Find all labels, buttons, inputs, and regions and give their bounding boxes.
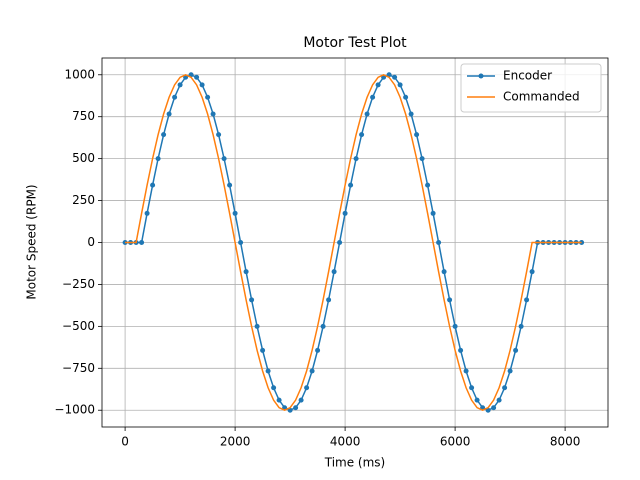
data-point — [441, 269, 447, 275]
x-tick-label: 2000 — [220, 435, 251, 449]
legend-marker — [478, 73, 484, 79]
y-tick-label: −1000 — [54, 403, 95, 417]
data-point — [254, 323, 260, 329]
data-point — [304, 385, 310, 391]
data-point — [331, 269, 337, 275]
data-point — [419, 156, 425, 162]
series-line — [125, 73, 582, 412]
data-point — [529, 269, 535, 275]
data-point — [452, 323, 458, 329]
data-point — [227, 182, 233, 188]
data-point — [238, 240, 244, 245]
y-tick-label: 500 — [72, 151, 95, 165]
data-point — [507, 368, 513, 374]
data-point — [408, 111, 414, 117]
chart-title: Motor Test Plot — [303, 35, 407, 51]
data-point — [392, 74, 398, 80]
data-point — [353, 156, 359, 162]
data-point — [221, 156, 227, 162]
y-axis-label: Motor Speed (RPM) — [25, 184, 39, 299]
data-point — [276, 397, 282, 403]
data-point — [326, 297, 332, 303]
data-point — [524, 297, 530, 303]
data-point — [139, 240, 145, 245]
data-point — [337, 240, 343, 245]
legend-box — [460, 63, 602, 113]
data-point — [271, 385, 277, 391]
data-point — [425, 182, 431, 188]
data-point — [177, 82, 183, 88]
data-point — [144, 210, 150, 216]
data-point — [414, 132, 420, 138]
data-point — [320, 323, 326, 329]
legend-label: Encoder — [503, 69, 552, 83]
data-point — [199, 82, 205, 88]
data-point — [491, 405, 497, 411]
data-point — [348, 182, 354, 188]
data-point — [359, 132, 365, 138]
data-point — [463, 368, 469, 374]
x-tick-label: 0 — [121, 435, 129, 449]
data-point — [397, 82, 403, 88]
data-point — [436, 240, 442, 245]
x-axis-label: Time (ms) — [324, 456, 386, 470]
legend-label: Commanded — [503, 90, 580, 104]
data-point — [518, 323, 524, 329]
y-tick-label: −250 — [62, 277, 95, 291]
y-tick-label: −750 — [62, 361, 95, 375]
data-point — [166, 111, 172, 117]
data-point — [342, 210, 348, 216]
data-point — [370, 94, 376, 100]
data-point — [315, 347, 321, 353]
y-tick-label: 250 — [72, 193, 95, 207]
y-tick-label: 750 — [72, 109, 95, 123]
data-point — [375, 82, 381, 88]
data-point — [194, 74, 200, 80]
data-point — [309, 368, 315, 374]
data-point — [155, 156, 161, 162]
data-point — [458, 347, 464, 353]
data-point — [205, 94, 211, 100]
x-tick-label: 6000 — [440, 435, 471, 449]
x-tick-label: 8000 — [550, 435, 581, 449]
data-point — [430, 210, 436, 216]
plot-frame — [101, 57, 609, 428]
data-point — [469, 385, 475, 391]
data-point — [260, 347, 266, 353]
data-point — [293, 405, 299, 411]
data-point — [172, 94, 178, 100]
data-point — [298, 397, 304, 403]
y-tick-label: 1000 — [64, 67, 95, 81]
x-tick-label: 4000 — [330, 435, 361, 449]
y-tick-label: 0 — [87, 235, 95, 249]
data-point — [403, 94, 409, 100]
data-point — [210, 111, 216, 117]
y-tick-label: −500 — [62, 319, 95, 333]
data-point — [364, 111, 370, 117]
data-point — [496, 397, 502, 403]
data-point — [216, 132, 222, 138]
data-point — [232, 210, 238, 216]
data-point — [513, 347, 519, 353]
data-point — [502, 385, 508, 391]
data-point — [249, 297, 255, 303]
data-point — [161, 132, 167, 138]
data-point — [265, 368, 271, 374]
data-point — [474, 397, 480, 403]
data-point — [150, 182, 156, 188]
data-point — [243, 269, 249, 275]
data-point — [447, 297, 453, 303]
